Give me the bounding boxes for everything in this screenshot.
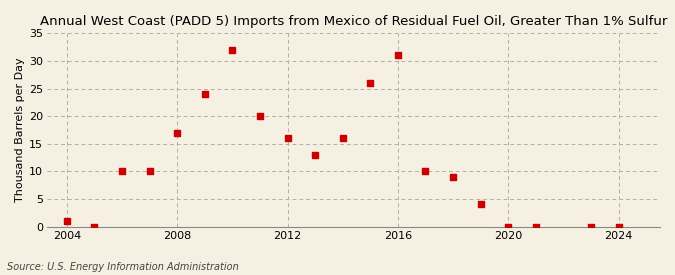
Point (310, 153, 321, 157)
Point (586, 224, 597, 229)
Point (365, 81, 376, 85)
Point (227, 48, 238, 52)
Point (61, 219, 72, 223)
Point (475, 202, 486, 207)
Point (171, 131, 182, 135)
Point (392, 53, 403, 58)
Point (420, 169, 431, 174)
Point (338, 136, 348, 141)
Point (282, 136, 293, 141)
Point (254, 114, 265, 118)
Text: Source: U.S. Energy Information Administration: Source: U.S. Energy Information Administ… (7, 262, 238, 272)
Point (503, 224, 514, 229)
Title: Annual West Coast (PADD 5) Imports from Mexico of Residual Fuel Oil, Greater Tha: Annual West Coast (PADD 5) Imports from … (40, 15, 668, 28)
Point (117, 169, 128, 174)
Point (448, 175, 458, 179)
Y-axis label: Thousand Barrels per Day: Thousand Barrels per Day (15, 58, 25, 202)
Point (613, 224, 624, 229)
Point (531, 224, 541, 229)
Point (89, 224, 100, 229)
Point (144, 169, 155, 174)
Point (199, 92, 210, 96)
